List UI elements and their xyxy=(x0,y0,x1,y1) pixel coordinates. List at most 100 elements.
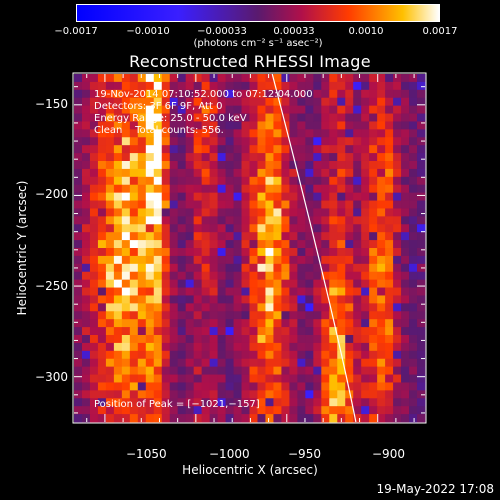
heatmap-cell xyxy=(329,105,338,114)
heatmap-cell xyxy=(225,240,234,249)
heatmap-cell xyxy=(401,232,410,241)
heatmap-cell xyxy=(185,390,195,399)
x-tick-label: −900 xyxy=(372,447,405,461)
heatmap-cell xyxy=(209,105,218,114)
heatmap-cell xyxy=(257,168,266,178)
axis-ticks xyxy=(74,74,425,422)
heatmap-cell xyxy=(161,350,171,360)
heatmap-cell xyxy=(129,350,139,360)
heatmap-cell xyxy=(249,287,258,296)
heatmap-cell xyxy=(161,255,171,265)
heatmap-cell xyxy=(385,184,394,194)
heatmap-cell xyxy=(393,224,402,233)
heatmap-cell xyxy=(105,113,115,122)
heatmap-cell xyxy=(337,382,346,391)
heatmap-cell xyxy=(201,176,211,186)
heatmap-cell xyxy=(329,295,338,304)
heatmap-cell xyxy=(289,287,298,296)
heatmap-cell xyxy=(249,295,258,304)
heatmap-cell xyxy=(153,192,163,201)
heatmap-cell xyxy=(137,176,147,186)
heatmap-cell xyxy=(273,208,282,217)
heatmap-cell xyxy=(113,89,123,99)
heatmap-cell xyxy=(74,129,83,138)
heatmap-cell xyxy=(74,153,83,162)
heatmap-cell xyxy=(313,176,322,186)
heatmap-cell xyxy=(113,374,123,383)
heatmap-cell xyxy=(185,279,195,288)
heatmap-cell xyxy=(361,89,370,99)
heatmap-cell xyxy=(337,255,346,265)
heatmap-cell xyxy=(393,192,402,201)
heatmap-cell xyxy=(74,105,83,114)
heatmap-cell xyxy=(225,161,234,170)
heatmap-cell xyxy=(401,303,410,312)
heatmap-cell xyxy=(369,279,378,288)
heatmap-cell xyxy=(337,240,346,249)
heatmap-cell xyxy=(177,311,187,320)
heatmap-cell xyxy=(153,414,163,423)
heatmap-cell xyxy=(169,200,179,209)
heatmap-cell xyxy=(129,161,139,170)
heatmap-cell xyxy=(97,192,107,201)
heatmap-cell xyxy=(369,129,378,138)
heatmap-cell xyxy=(169,358,179,368)
heatmap-cell xyxy=(281,311,290,320)
heatmap-cell xyxy=(113,208,123,217)
heatmap-cell xyxy=(217,295,226,304)
heatmap-cell xyxy=(417,366,426,375)
heatmap-cell xyxy=(217,232,226,241)
heatmap-cell xyxy=(145,414,155,423)
heatmap-cell xyxy=(345,232,354,241)
heatmap-cell xyxy=(145,176,155,186)
heatmap-cell xyxy=(329,208,338,217)
heatmap-cell xyxy=(113,319,123,328)
heatmap-cell xyxy=(193,105,203,114)
heatmap-cell xyxy=(369,398,378,407)
heatmap-cell xyxy=(393,176,402,186)
heatmap-cell xyxy=(297,168,306,178)
heatmap-cell xyxy=(201,113,211,122)
heatmap-cell xyxy=(409,192,418,201)
heatmap-cell xyxy=(273,335,282,344)
heatmap-cell xyxy=(329,390,338,399)
heatmap-cell xyxy=(289,145,298,154)
heatmap-cell xyxy=(337,74,346,83)
heatmap-cell xyxy=(289,129,298,138)
heatmap-cell xyxy=(169,224,179,233)
heatmap-cell xyxy=(145,248,155,257)
heatmap-cell xyxy=(129,406,139,415)
heatmap-cell xyxy=(137,414,147,423)
heatmap-cell xyxy=(369,295,378,304)
heatmap-cell xyxy=(169,145,179,154)
heatmap-cell xyxy=(377,319,386,328)
heatmap-cell xyxy=(129,271,139,281)
heatmap-cell xyxy=(313,232,322,241)
heatmap-cell xyxy=(97,121,107,130)
heatmap-cell xyxy=(249,279,258,288)
heatmap-cell xyxy=(369,224,378,233)
heatmap-cell xyxy=(97,398,107,407)
heatmap-cell xyxy=(225,168,234,178)
heatmap-cell xyxy=(74,224,83,233)
x-tick-label: −1000 xyxy=(209,447,250,461)
heatmap-cell xyxy=(74,366,83,375)
heatmap-cell xyxy=(169,105,179,114)
heatmap-cell xyxy=(321,168,330,178)
heatmap-cell xyxy=(369,105,378,114)
heatmap-cell xyxy=(113,216,123,225)
heatmap-cell xyxy=(329,240,338,249)
heatmap-cell xyxy=(385,192,394,201)
heatmap-cell xyxy=(313,342,322,352)
heatmap-cell xyxy=(369,327,378,336)
heatmap-cell xyxy=(329,335,338,344)
heatmap-cell xyxy=(225,153,234,162)
heatmap-cell xyxy=(209,263,218,273)
heatmap-cell xyxy=(241,279,250,288)
heatmap-cell xyxy=(129,263,139,273)
heatmap-cell xyxy=(161,295,171,304)
heatmap-cell xyxy=(233,200,242,209)
heatmap-cell xyxy=(321,232,330,241)
heatmap-cell xyxy=(369,208,378,217)
heatmap-cell xyxy=(257,216,266,225)
